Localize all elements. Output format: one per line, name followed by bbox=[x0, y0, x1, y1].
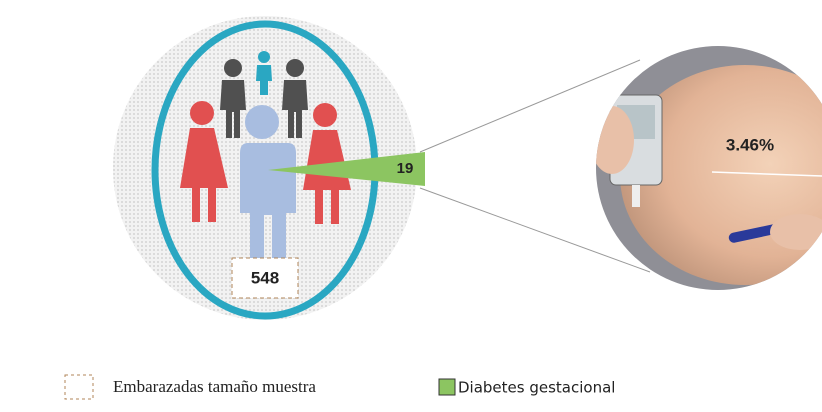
legend-swatch bbox=[439, 379, 455, 395]
legend-label: Embarazadas tamaño muestra bbox=[113, 377, 316, 396]
percentage-label: 3.46% bbox=[726, 135, 774, 154]
infographic: 19 548 3.46% Embarazadas tamaño muestra … bbox=[0, 0, 822, 412]
sample-label: 548 bbox=[251, 268, 279, 287]
legend-label: Diabetes gestacional bbox=[458, 379, 615, 397]
photo bbox=[590, 40, 822, 300]
legend-swatch bbox=[65, 375, 93, 399]
cases-label: 19 bbox=[397, 160, 414, 177]
